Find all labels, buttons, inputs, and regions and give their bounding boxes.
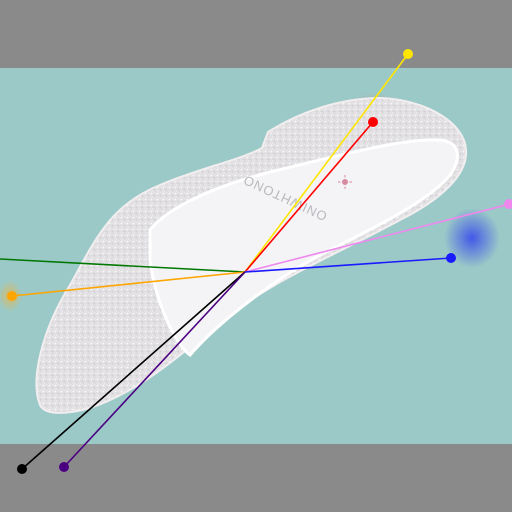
ray-blue-endpoint <box>446 253 456 263</box>
shoe-insole <box>148 138 459 357</box>
ray-black <box>21 271 246 470</box>
ray-black-endpoint <box>17 464 27 474</box>
ray-blue <box>244 257 452 273</box>
ray-green <box>0 258 246 273</box>
ray-violet <box>244 203 511 273</box>
ray-orange <box>11 271 246 297</box>
ray-red <box>244 121 374 273</box>
letterbox-bottom <box>0 444 512 512</box>
letterbox-top <box>0 0 512 68</box>
ray-yellow <box>244 53 409 273</box>
blue-glow <box>444 208 500 268</box>
ray-orange-endpoint <box>7 291 17 301</box>
ray-indigo-endpoint <box>59 462 69 472</box>
sun-logo-icon <box>338 175 352 189</box>
ray-yellow-endpoint <box>403 49 413 59</box>
ray-indigo <box>63 271 246 468</box>
ray-violet-endpoint <box>504 199 512 209</box>
ray-red-endpoint <box>368 117 378 127</box>
